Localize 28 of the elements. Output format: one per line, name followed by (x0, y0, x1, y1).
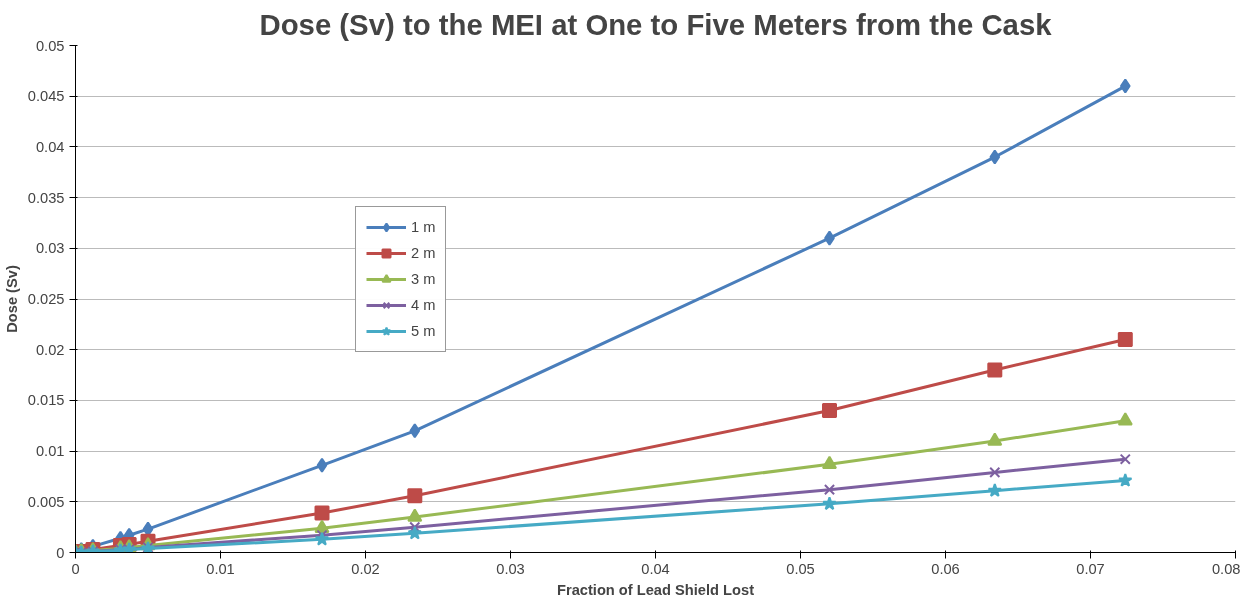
y-tick-label: 0.05 (35, 37, 65, 54)
x-tick-label: 0.04 (641, 560, 670, 577)
x-tick-label: 0.08 (1211, 560, 1241, 577)
legend-label: 4 m (411, 297, 436, 313)
y-tick-label: 0.035 (27, 189, 65, 206)
y-tick-label: 0.01 (35, 443, 65, 460)
y-tick-label: 0.02 (35, 341, 65, 358)
x-tick-label: 0.06 (931, 560, 960, 577)
chart-title: Dose (Sv) to the MEI at One to Five Meters from the Cask (259, 7, 1053, 41)
y-axis-title: Dose (Sv) (3, 265, 20, 333)
y-tick-label: 0.025 (27, 291, 65, 307)
x-tick-label: 0.01 (206, 560, 235, 577)
x-tick-label: 0.03 (496, 560, 525, 577)
y-tick-label: 0.04 (35, 138, 65, 155)
legend-label: 2 m (411, 245, 436, 261)
y-tick-label: 0.005 (27, 493, 65, 510)
x-tick-label: 0.07 (1076, 560, 1105, 577)
legend-label: 1 m (411, 219, 436, 235)
x-axis-title: Fraction of Lead Shield Lost (556, 581, 755, 598)
legend-label: 3 m (411, 271, 436, 287)
y-tick-label: 0.03 (35, 240, 65, 257)
x-tick-label: 0 (71, 560, 80, 577)
x-tick-label: 0.05 (786, 560, 815, 577)
y-tick-label: 0.015 (27, 392, 65, 409)
y-tick-label: 0.045 (27, 88, 65, 105)
legend-label: 5 m (411, 323, 436, 339)
y-tick-label: 0 (56, 544, 65, 561)
x-tick-label: 0.02 (351, 560, 380, 577)
